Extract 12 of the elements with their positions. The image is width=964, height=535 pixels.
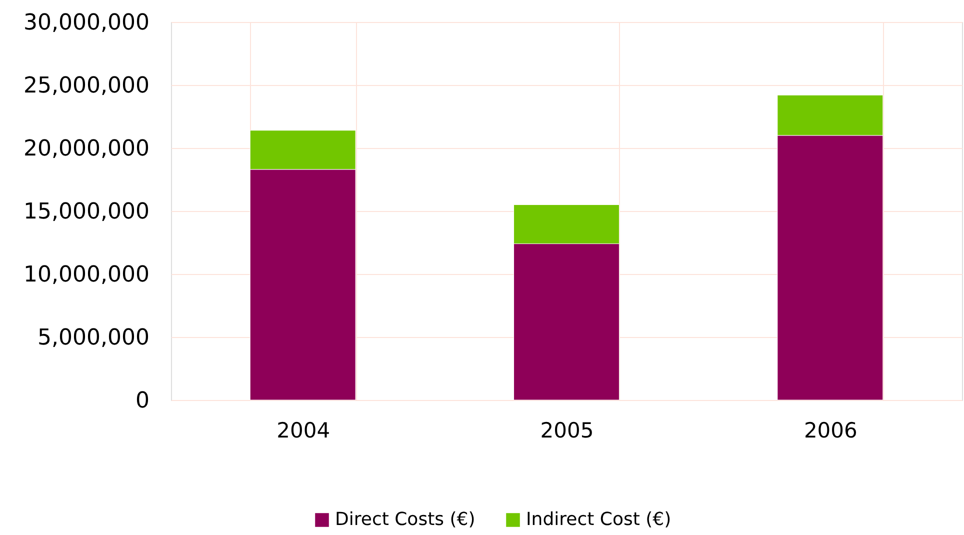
y-tick-label: 0 <box>136 388 150 414</box>
y-tick-label: 5,000,000 <box>38 326 150 350</box>
y-tick-label: 30,000,000 <box>24 10 150 36</box>
legend-label: Indirect Cost (€) <box>526 509 672 530</box>
y-tick-label: 10,000,000 <box>24 262 150 288</box>
y-tick-label: 20,000,000 <box>24 136 150 162</box>
y-tick-label: 15,000,000 <box>24 200 150 224</box>
x-tick-label: 2004 <box>276 418 330 442</box>
legend-label: Direct Costs (€) <box>335 509 476 530</box>
y-tick-label: 25,000,000 <box>24 74 150 98</box>
x-tick-label: 2005 <box>540 418 594 442</box>
x-tick-label: 2006 <box>804 418 858 442</box>
